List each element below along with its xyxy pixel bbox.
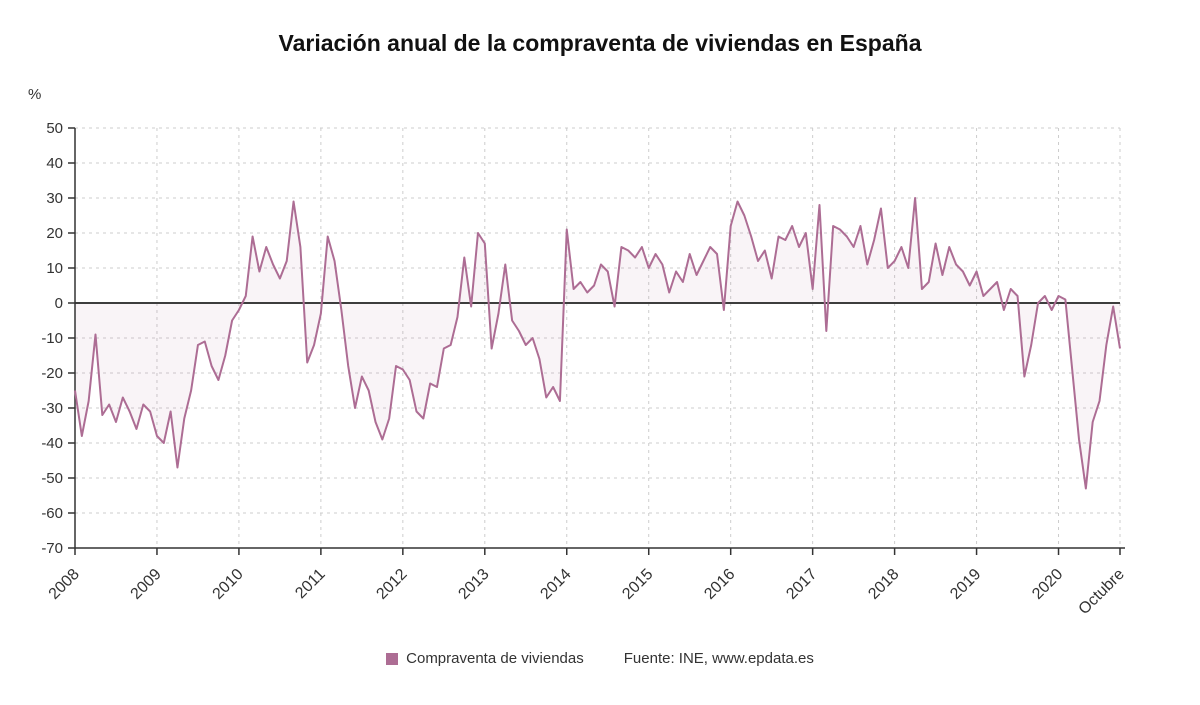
chart-title: Variación anual de la compraventa de viv… [278, 30, 922, 56]
svg-text:-50: -50 [41, 470, 63, 487]
svg-text:2011: 2011 [292, 566, 328, 602]
svg-text:2010: 2010 [210, 566, 247, 603]
svg-text:2018: 2018 [865, 566, 902, 603]
svg-text:30: 30 [46, 190, 63, 207]
svg-text:50: 50 [46, 120, 63, 137]
line-chart: -70 -60 -50 -40 -30 -20 -10 0 10 20 30 40 50 2008 2009… [41, 120, 1128, 618]
svg-text:0: 0 [55, 295, 63, 312]
svg-text:2014: 2014 [537, 566, 574, 603]
svg-text:40: 40 [46, 155, 63, 172]
svg-text:-40: -40 [41, 435, 63, 452]
svg-text:-20: -20 [41, 365, 63, 382]
series-line [74, 197, 1121, 490]
svg-text:10: 10 [46, 260, 63, 277]
svg-text:-10: -10 [41, 330, 63, 347]
gridlines [75, 127, 1121, 549]
legend: Compraventa de viviendas Fuente: INE, ww… [0, 650, 1200, 667]
svg-text:2008: 2008 [46, 566, 83, 603]
svg-text:2015: 2015 [619, 566, 656, 603]
y-axis-unit-label: % [28, 86, 42, 103]
svg-text:2017: 2017 [783, 566, 820, 603]
legend-swatch [386, 652, 399, 665]
legend-label: Compraventa de viviendas [406, 650, 584, 667]
svg-text:Octubre: Octubre [1076, 566, 1128, 618]
svg-text:-70: -70 [41, 540, 63, 557]
svg-text:2019: 2019 [947, 566, 984, 603]
svg-text:-60: -60 [41, 505, 63, 522]
svg-text:2020: 2020 [1029, 566, 1066, 603]
svg-text:20: 20 [46, 225, 63, 242]
svg-text:2013: 2013 [455, 566, 492, 603]
svg-text:2009: 2009 [128, 566, 165, 603]
source-label: Fuente: INE, www.epdata.es [623, 650, 814, 667]
series-area [75, 198, 1120, 489]
svg-text:-30: -30 [41, 400, 63, 417]
x-tick-labels: 2008 2009 2010 2011 2012 2013 2014 2015 2016 2017… [46, 548, 1128, 618]
svg-text:2012: 2012 [373, 566, 410, 603]
svg-text:2016: 2016 [701, 566, 738, 603]
y-tick-labels: -70 -60 -50 -40 -30 -20 -10 0 10 20 30 40 50 [41, 120, 75, 557]
